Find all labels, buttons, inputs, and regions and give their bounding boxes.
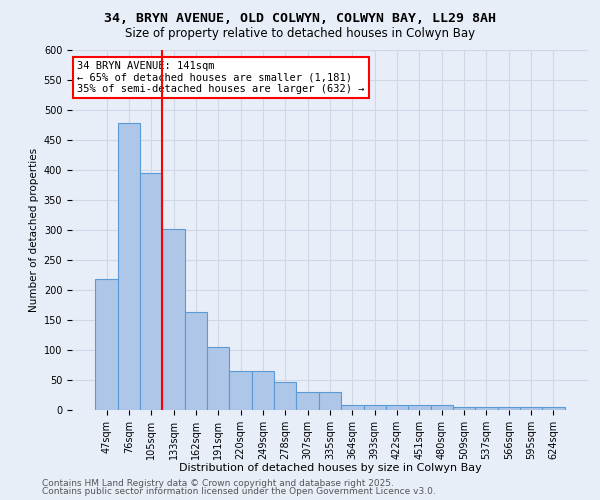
Bar xyxy=(520,407,542,410)
Text: 34 BRYN AVENUE: 141sqm
← 65% of detached houses are smaller (1,181)
35% of semi-: 34 BRYN AVENUE: 141sqm ← 65% of detached… xyxy=(77,61,365,94)
Bar xyxy=(319,392,341,410)
Bar xyxy=(408,404,431,410)
Bar xyxy=(140,173,163,410)
Bar xyxy=(296,392,319,410)
Bar xyxy=(118,123,140,410)
Text: 34, BRYN AVENUE, OLD COLWYN, COLWYN BAY, LL29 8AH: 34, BRYN AVENUE, OLD COLWYN, COLWYN BAY,… xyxy=(104,12,496,26)
Text: Contains HM Land Registry data © Crown copyright and database right 2025.: Contains HM Land Registry data © Crown c… xyxy=(42,478,394,488)
Bar xyxy=(542,407,565,410)
Bar xyxy=(386,404,408,410)
Bar xyxy=(341,404,364,410)
Bar xyxy=(185,312,207,410)
Bar xyxy=(163,229,185,410)
Text: Size of property relative to detached houses in Colwyn Bay: Size of property relative to detached ho… xyxy=(125,28,475,40)
Bar xyxy=(364,404,386,410)
Bar xyxy=(431,404,453,410)
Bar xyxy=(453,407,475,410)
Y-axis label: Number of detached properties: Number of detached properties xyxy=(29,148,40,312)
Bar xyxy=(229,371,252,410)
Bar xyxy=(252,371,274,410)
Bar xyxy=(497,407,520,410)
Bar xyxy=(475,407,497,410)
X-axis label: Distribution of detached houses by size in Colwyn Bay: Distribution of detached houses by size … xyxy=(179,464,481,473)
Text: Contains public sector information licensed under the Open Government Licence v3: Contains public sector information licen… xyxy=(42,487,436,496)
Bar xyxy=(274,382,296,410)
Bar xyxy=(95,279,118,410)
Bar xyxy=(207,347,229,410)
